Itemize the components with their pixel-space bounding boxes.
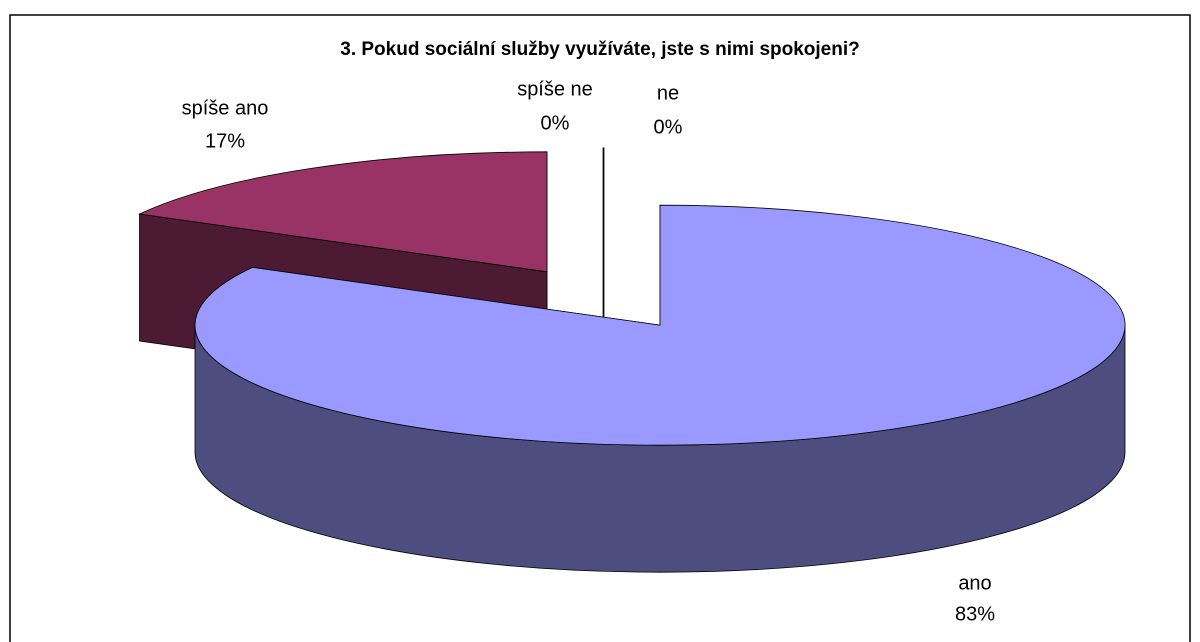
slice-label: ne: [657, 82, 679, 104]
slice-label: spíše ano: [182, 97, 269, 119]
chart-title: 3. Pokud sociální služby využíváte, jste…: [340, 39, 860, 60]
slice: [138, 151, 548, 273]
slice: [194, 204, 1126, 446]
slice-value-label: 0%: [541, 112, 570, 134]
slice-label: ano: [958, 572, 991, 594]
slice-value-label: 83%: [955, 603, 995, 625]
slice-label: spíše ne: [517, 78, 593, 100]
slice-value-label: 17%: [205, 130, 245, 152]
slice-value-label: 0%: [654, 116, 683, 138]
